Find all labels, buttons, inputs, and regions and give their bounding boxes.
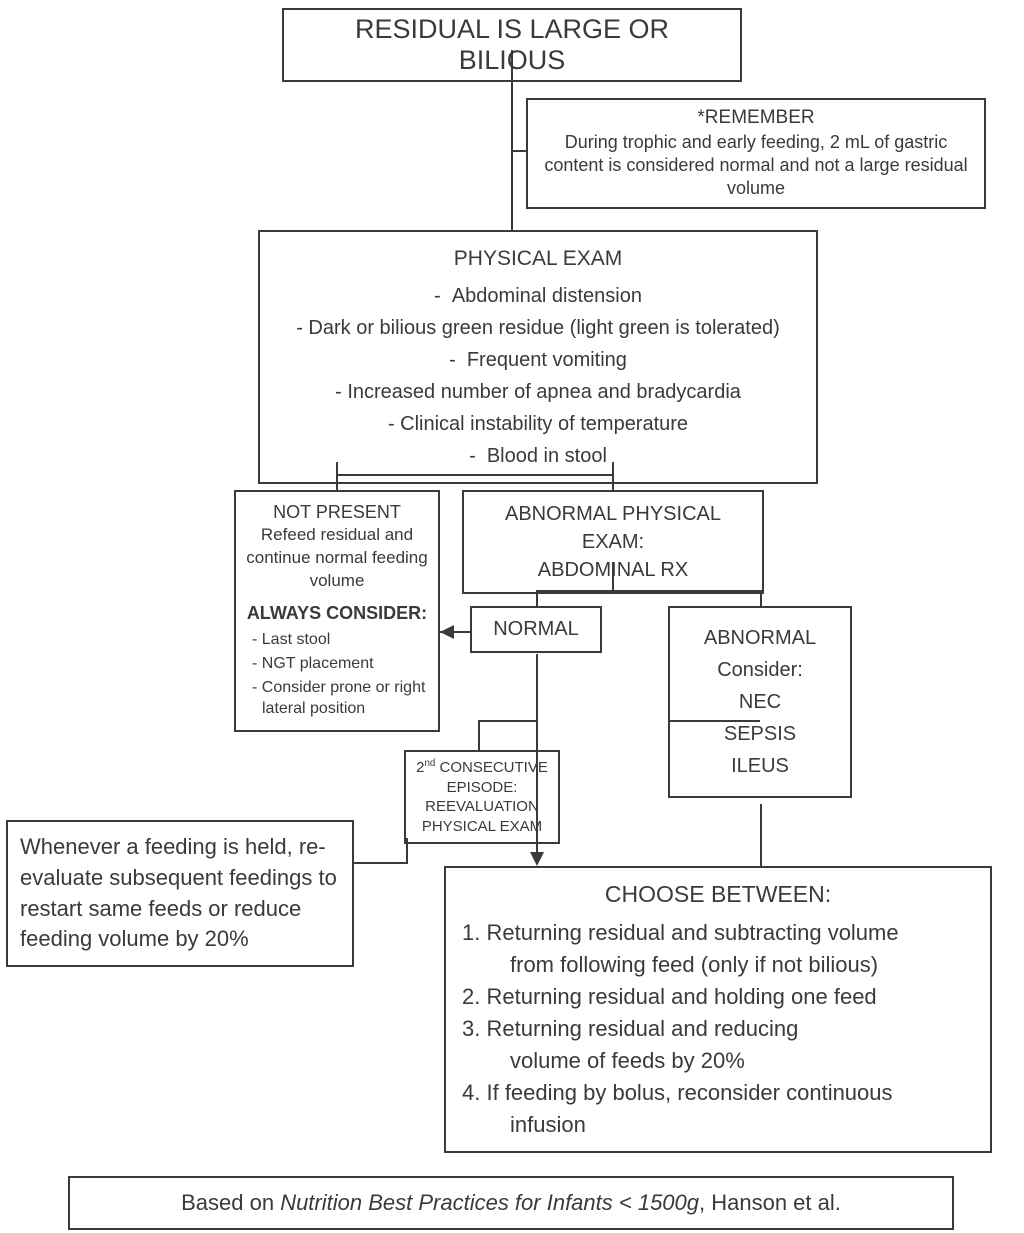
choose-heading: CHOOSE BETWEEN: — [462, 878, 974, 911]
abnormal-consider-heading: ABNORMAL — [680, 622, 840, 654]
connector-arrow-down — [530, 852, 544, 866]
second-ep-line2: EPISODE: — [412, 778, 552, 798]
source-suffix: , Hanson et al. — [699, 1190, 841, 1215]
abnormal-consider-item: ILEUS — [680, 750, 840, 782]
connector-vline — [536, 590, 538, 606]
connector-vline — [511, 50, 513, 230]
connector-vline — [336, 462, 338, 490]
choose-item: 3. Returning residual and reducing — [462, 1013, 974, 1045]
connector-hline — [354, 862, 406, 864]
always-consider-label: ALWAYS CONSIDER: — [244, 601, 430, 625]
choose-item: 2. Returning residual and holding one fe… — [462, 981, 974, 1013]
choose-item-sub: from following feed (only if not bilious… — [462, 949, 974, 981]
normal-text: NORMAL — [493, 618, 579, 640]
remember-body: During trophic and early feeding, 2 mL o… — [538, 131, 974, 201]
connector-hline — [536, 590, 760, 592]
not-present-heading: NOT PRESENT — [244, 500, 430, 524]
connector-hline — [511, 150, 526, 152]
connector-vline — [612, 562, 614, 590]
connector-arrow-left — [440, 625, 454, 639]
remember-heading: *REMEMBER — [538, 106, 974, 131]
physical-exam-item: - Dark or bilious green residue (light g… — [270, 312, 806, 344]
connector-vline — [760, 804, 762, 866]
connector-vline — [478, 720, 480, 750]
source-prefix: Based on — [181, 1190, 280, 1215]
second-ep-line3: REEVALUATION — [412, 797, 552, 817]
physical-exam-item: - Abdominal distension — [270, 280, 806, 312]
second-ep-line1: 2nd CONSECUTIVE — [412, 758, 552, 778]
connector-hline — [478, 720, 536, 722]
normal-box: NORMAL — [470, 606, 602, 653]
abnormal-consider-item: SEPSIS — [680, 718, 840, 750]
physical-exam-box: PHYSICAL EXAM - Abdominal distension - D… — [258, 230, 818, 484]
physical-exam-item: - Frequent vomiting — [270, 344, 806, 376]
connector-vline — [406, 838, 408, 864]
physical-exam-heading: PHYSICAL EXAM — [270, 242, 806, 276]
choose-item: 1. Returning residual and subtracting vo… — [462, 917, 974, 949]
second-ep-line4: PHYSICAL EXAM — [412, 817, 552, 837]
connector-vline — [760, 590, 762, 606]
always-item: - Consider prone or right lateral positi… — [244, 677, 430, 720]
physical-exam-item: - Increased number of apnea and bradycar… — [270, 376, 806, 408]
always-item: - NGT placement — [244, 653, 430, 675]
physical-exam-item: - Blood in stool — [270, 440, 806, 472]
flowchart-canvas: RESIDUAL IS LARGE OR BILIOUS *REMEMBER D… — [0, 0, 1024, 1233]
always-item: - Last stool — [244, 629, 430, 651]
choose-between-box: CHOOSE BETWEEN: 1. Returning residual an… — [444, 866, 992, 1153]
connector-hline — [336, 474, 612, 476]
abnormal-consider-sub: Consider: — [680, 654, 840, 686]
feeding-held-text: Whenever a feeding is held, re-evaluate … — [20, 834, 337, 951]
choose-item-sub: volume of feeds by 20% — [462, 1045, 974, 1077]
abnormal-exam-line1: ABNORMAL PHYSICAL EXAM: — [474, 500, 752, 556]
not-present-body: Refeed residual and continue normal feed… — [244, 524, 430, 593]
connector-vline — [536, 654, 538, 854]
abnormal-consider-box: ABNORMAL Consider: NEC SEPSIS ILEUS — [668, 606, 852, 798]
physical-exam-item: - Clinical instability of temperature — [270, 408, 806, 440]
source-italic: Nutrition Best Practices for Infants < 1… — [280, 1190, 699, 1215]
choose-item-sub: infusion — [462, 1109, 974, 1141]
not-present-box: NOT PRESENT Refeed residual and continue… — [234, 490, 440, 732]
connector-hline — [668, 720, 760, 722]
abnormal-consider-item: NEC — [680, 686, 840, 718]
feeding-held-box: Whenever a feeding is held, re-evaluate … — [6, 820, 354, 967]
choose-item: 4. If feeding by bolus, reconsider conti… — [462, 1077, 974, 1109]
remember-box: *REMEMBER During trophic and early feedi… — [526, 98, 986, 209]
source-box: Based on Nutrition Best Practices for In… — [68, 1176, 954, 1230]
connector-vline — [612, 462, 614, 490]
